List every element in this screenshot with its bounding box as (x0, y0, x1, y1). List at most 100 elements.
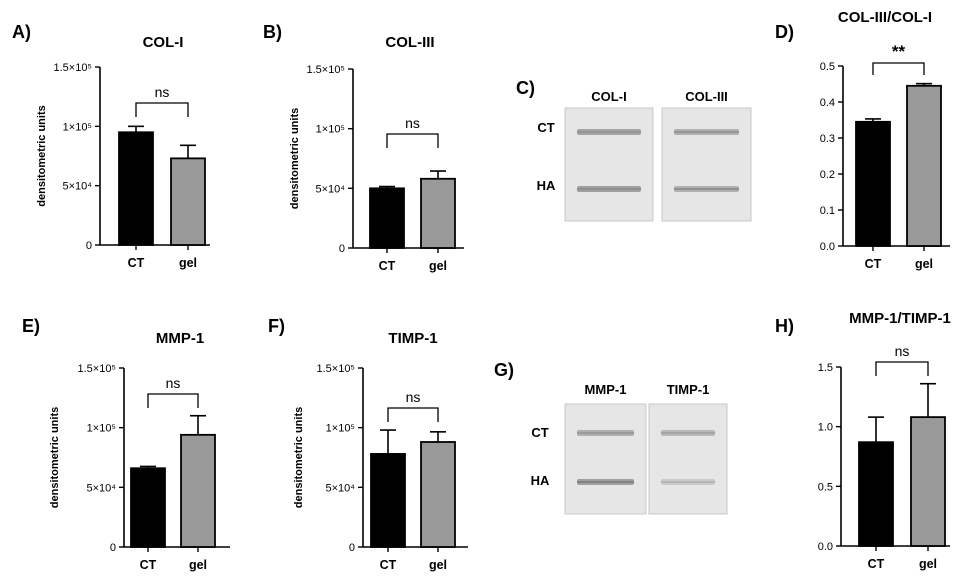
significance-bracket (386, 133, 439, 148)
bar-ct (130, 467, 166, 548)
blot-band-core (674, 131, 739, 133)
blot-band-core (577, 432, 634, 434)
significance-label: ns (895, 343, 910, 359)
blot-row-label: HA (537, 178, 556, 193)
bar-ct (118, 131, 154, 246)
x-tick-label: gel (189, 558, 207, 572)
bar-gel (906, 84, 942, 247)
panel-label: F) (268, 316, 285, 336)
chart-title: COL-III/COL-I (838, 9, 932, 26)
blot-band (577, 186, 641, 192)
blot-lane-label: COL-III (685, 89, 728, 104)
y-tick-label: 0.5 (820, 61, 835, 73)
blot-band (577, 430, 634, 436)
significance-bracket (872, 62, 925, 75)
blot-membrane (564, 403, 647, 515)
panel-label: D) (775, 22, 794, 42)
significance-bracket (147, 393, 199, 408)
significance-label: ns (405, 115, 420, 131)
bar-ct (855, 120, 891, 247)
chart-f: F) TIMP-1 densitometric units 0 5×10⁴ 1×10⁵ 1.… (268, 316, 468, 572)
y-tick-label: 0 (86, 240, 92, 252)
blot-band-core (661, 432, 715, 434)
chart-b: B) COL-III densitometric units 0 5×10⁴ 1×10⁵ 1… (263, 22, 464, 273)
y-tick-label: 5×10⁴ (315, 183, 345, 195)
blot-band (674, 129, 739, 135)
blot-lane-label: MMP-1 (585, 382, 627, 397)
chart-title: TIMP-1 (388, 330, 437, 347)
chart-title: COL-I (143, 34, 184, 51)
significance-label: ns (155, 84, 170, 100)
blot-lane-label: TIMP-1 (667, 382, 710, 397)
x-tick-label: CT (128, 256, 145, 270)
panel-label: H) (775, 316, 794, 336)
y-tick-label: 0.0 (818, 541, 833, 553)
blot-band (661, 479, 715, 485)
blot-band (674, 186, 739, 192)
y-tick-label: 1×10⁵ (316, 124, 345, 136)
y-tick-label: 1.5 (818, 362, 833, 374)
y-tick-label: 0.5 (818, 481, 833, 493)
significance-bracket (875, 361, 929, 376)
chart-a: A) COL-I densitometric units 0 5×10⁴ 1×10⁵ 1.5… (12, 22, 210, 270)
blot-band-core (661, 481, 715, 483)
panel-label: C) (516, 78, 535, 98)
x-tick-label: CT (865, 257, 882, 271)
significance-label: ** (892, 42, 906, 61)
y-tick-label: 0 (110, 542, 116, 554)
blot-band (577, 129, 641, 135)
bar-gel (180, 433, 216, 548)
blot-band-core (674, 188, 739, 190)
y-tick-label: 5×10⁴ (62, 181, 92, 193)
blot-membrane (648, 403, 728, 515)
y-tick-label: 1.5×10⁵ (77, 363, 116, 375)
significance-bracket (387, 407, 439, 422)
blot-c: C) COL-I COL-III CT HA (516, 78, 752, 222)
y-tick-label: 0.3 (820, 133, 835, 145)
y-tick-label: 1×10⁵ (87, 423, 116, 435)
blot-row-label: CT (537, 120, 554, 135)
bar-ct (369, 187, 405, 249)
significance-label: ns (166, 375, 181, 391)
bar-gel (420, 441, 456, 548)
y-tick-label: 1×10⁵ (326, 423, 355, 435)
significance-bracket (135, 102, 189, 117)
x-tick-label: CT (140, 558, 157, 572)
y-tick-label: 0.2 (820, 169, 835, 181)
blot-lane-label: COL-I (591, 89, 626, 104)
blot-band-core (577, 131, 641, 133)
significance-label: ns (406, 389, 421, 405)
y-axis-label: densitometric units (289, 108, 301, 209)
y-tick-label: 1×10⁵ (63, 121, 92, 133)
y-axis-label: densitometric units (36, 105, 48, 206)
y-tick-label: 1.0 (818, 422, 833, 434)
bar-ct (858, 441, 894, 547)
bar-gel (910, 416, 946, 547)
bar-gel (420, 177, 456, 249)
y-tick-label: 5×10⁴ (325, 482, 355, 494)
x-tick-label: gel (919, 557, 937, 571)
blot-row-label: CT (531, 425, 548, 440)
chart-title: COL-III (385, 34, 434, 51)
x-tick-label: gel (429, 259, 447, 273)
blot-membrane (661, 107, 752, 222)
y-tick-label: 0 (339, 243, 345, 255)
blot-band-core (577, 188, 641, 190)
x-tick-label: CT (379, 259, 396, 273)
chart-d: D) COL-III/COL-I 0.0 0.1 0.2 0.3 0.4 0.5 CT gel ** (775, 9, 950, 271)
y-tick-label: 1.5×10⁵ (316, 363, 355, 375)
blot-membrane (564, 107, 654, 222)
y-tick-label: 1.5×10⁵ (53, 62, 92, 74)
panel-label: A) (12, 22, 31, 42)
x-tick-label: gel (429, 558, 447, 572)
blot-row-label: HA (531, 473, 550, 488)
x-tick-label: gel (915, 257, 933, 271)
chart-e: E) MMP-1 densitometric units 0 5×10⁴ 1×10⁵ 1.5… (22, 316, 230, 572)
bar-ct (370, 453, 406, 548)
y-tick-label: 1.5×10⁵ (306, 64, 345, 76)
x-tick-label: gel (179, 256, 197, 270)
y-tick-label: 0.1 (820, 205, 835, 217)
blot-g: G) MMP-1 TIMP-1 CT HA (494, 360, 728, 515)
y-tick-label: 0.0 (820, 241, 835, 253)
